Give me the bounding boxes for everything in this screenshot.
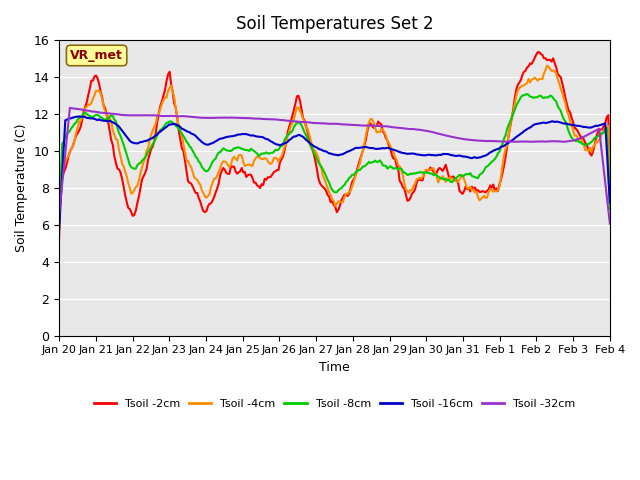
- Tsoil -8cm: [577, 139, 584, 145]
- Tsoil -16cm: [248, 132, 256, 138]
- Line: Tsoil -32cm: Tsoil -32cm: [59, 108, 610, 224]
- Tsoil -4cm: [606, 192, 614, 198]
- Tsoil -16cm: [298, 133, 305, 139]
- Tsoil -4cm: [55, 224, 63, 229]
- Tsoil -8cm: [247, 146, 255, 152]
- Tsoil -32cm: [606, 221, 614, 227]
- Tsoil -8cm: [123, 151, 131, 157]
- Line: Tsoil -16cm: Tsoil -16cm: [59, 117, 610, 228]
- Tsoil -16cm: [124, 136, 132, 142]
- Tsoil -2cm: [55, 234, 63, 240]
- Tsoil -32cm: [248, 116, 256, 121]
- Tsoil -16cm: [239, 131, 247, 137]
- Tsoil -2cm: [123, 199, 131, 204]
- Tsoil -32cm: [577, 135, 584, 141]
- Y-axis label: Soil Temperature (C): Soil Temperature (C): [15, 124, 28, 252]
- Tsoil -8cm: [55, 220, 63, 226]
- Tsoil -8cm: [220, 145, 227, 151]
- Title: Soil Temperatures Set 2: Soil Temperatures Set 2: [236, 15, 433, 33]
- Tsoil -32cm: [124, 112, 132, 118]
- Tsoil -32cm: [298, 119, 305, 125]
- Tsoil -2cm: [247, 172, 255, 178]
- Tsoil -2cm: [606, 185, 614, 191]
- Tsoil -8cm: [606, 206, 614, 212]
- Tsoil -4cm: [577, 137, 584, 143]
- Tsoil -16cm: [55, 226, 63, 231]
- Tsoil -2cm: [220, 165, 227, 171]
- X-axis label: Time: Time: [319, 361, 350, 374]
- Line: Tsoil -2cm: Tsoil -2cm: [59, 52, 610, 237]
- Legend: Tsoil -2cm, Tsoil -4cm, Tsoil -8cm, Tsoil -16cm, Tsoil -32cm: Tsoil -2cm, Tsoil -4cm, Tsoil -8cm, Tsoi…: [90, 395, 580, 413]
- Tsoil -8cm: [296, 120, 304, 126]
- Tsoil -2cm: [238, 165, 246, 171]
- Tsoil -4cm: [123, 173, 131, 179]
- Tsoil -32cm: [221, 115, 228, 120]
- Tsoil -32cm: [66, 105, 74, 111]
- Tsoil -16cm: [76, 114, 83, 120]
- Tsoil -16cm: [606, 200, 614, 205]
- Tsoil -4cm: [296, 108, 304, 114]
- Tsoil -8cm: [523, 91, 531, 97]
- Tsoil -8cm: [238, 146, 246, 152]
- Tsoil -16cm: [577, 123, 584, 129]
- Tsoil -32cm: [55, 211, 63, 217]
- Tsoil -32cm: [239, 115, 247, 121]
- Line: Tsoil -8cm: Tsoil -8cm: [59, 94, 610, 223]
- Tsoil -4cm: [247, 163, 255, 168]
- Text: VR_met: VR_met: [70, 49, 123, 62]
- Tsoil -16cm: [221, 135, 228, 141]
- Tsoil -4cm: [543, 63, 551, 69]
- Tsoil -4cm: [238, 153, 246, 158]
- Tsoil -4cm: [220, 158, 227, 164]
- Tsoil -2cm: [536, 49, 543, 55]
- Line: Tsoil -4cm: Tsoil -4cm: [59, 66, 610, 227]
- Tsoil -2cm: [296, 98, 304, 104]
- Tsoil -2cm: [577, 134, 584, 140]
